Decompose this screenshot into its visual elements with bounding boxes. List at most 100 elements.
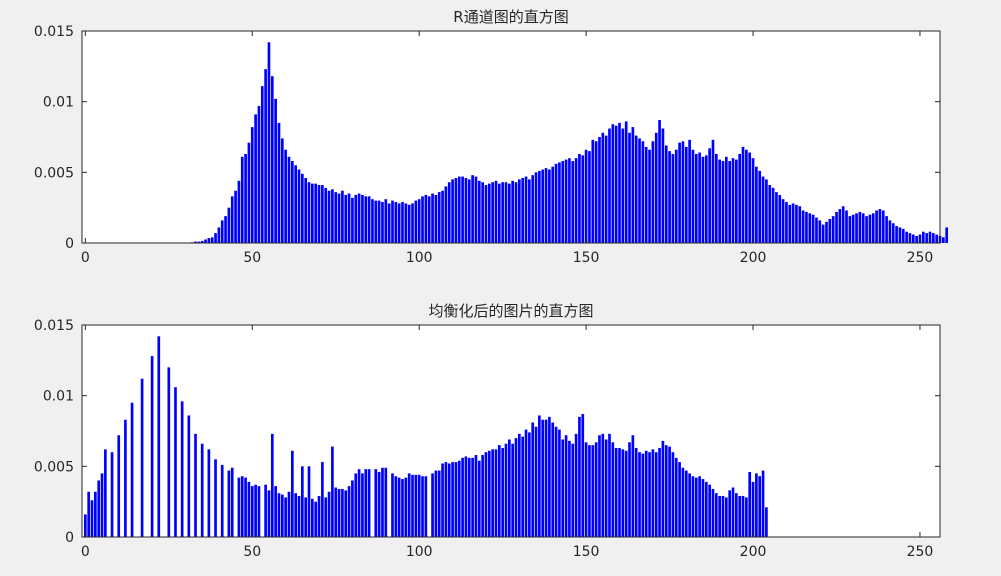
- histogram-bar: [474, 455, 478, 537]
- histogram-bar: [90, 500, 94, 537]
- histogram-bar: [671, 153, 675, 243]
- histogram-bar: [748, 471, 752, 537]
- histogram-bar: [755, 166, 758, 243]
- histogram-bar: [841, 206, 845, 243]
- histogram-bar: [331, 189, 334, 243]
- histogram-bar: [684, 146, 688, 243]
- histogram-bar: [721, 161, 725, 243]
- histogram-bar: [704, 481, 708, 537]
- histogram-bar: [945, 227, 949, 243]
- histogram-bar: [244, 477, 247, 537]
- histogram-bar: [608, 433, 611, 537]
- histogram-bar: [200, 240, 204, 243]
- histogram-bar: [234, 190, 237, 243]
- histogram-bar: [658, 120, 661, 243]
- histogram-bar: [534, 172, 538, 243]
- histogram-bar: [117, 435, 121, 537]
- x-tick-label: 250: [907, 544, 934, 560]
- histogram-bar: [280, 494, 284, 537]
- histogram-bar: [621, 449, 625, 537]
- histogram-bar: [811, 214, 815, 243]
- histogram-bar: [755, 473, 758, 537]
- histogram-bar: [621, 128, 625, 243]
- x-tick-label: 150: [573, 544, 600, 560]
- histogram-bar: [204, 239, 207, 243]
- histogram-bar: [464, 177, 468, 243]
- histogram-bar: [264, 484, 267, 537]
- histogram-bar: [701, 479, 705, 537]
- histogram-bar: [634, 447, 638, 537]
- histogram-bar: [765, 507, 768, 537]
- histogram-bar: [504, 182, 508, 243]
- histogram-bar: [658, 447, 661, 537]
- histogram-bar: [84, 514, 87, 537]
- histogram-bar: [180, 401, 184, 537]
- y-tick-label: 0.01: [43, 389, 74, 405]
- histogram-bar: [648, 452, 651, 537]
- histogram-bar: [210, 237, 214, 243]
- histogram-bar: [788, 204, 792, 243]
- histogram-bar: [270, 433, 274, 537]
- histogram-bar: [618, 447, 621, 537]
- histogram-bar: [364, 469, 368, 537]
- histogram-bar: [461, 176, 464, 243]
- histogram-bar: [661, 128, 665, 243]
- histogram-bar: [411, 203, 414, 243]
- histogram-bar: [417, 199, 421, 243]
- histogram-bar: [911, 234, 915, 243]
- histogram-bar: [544, 419, 548, 537]
- histogram-bar: [301, 173, 304, 243]
- histogram-bar: [431, 193, 434, 243]
- histogram-bar: [207, 238, 211, 243]
- histogram-bar: [588, 445, 591, 537]
- histogram-bar: [714, 493, 718, 537]
- histogram-bar: [421, 196, 424, 243]
- equalized-axes-frame: [81, 324, 941, 538]
- histogram-bar: [284, 149, 287, 243]
- histogram-bar: [284, 497, 287, 537]
- histogram-bar: [384, 199, 388, 243]
- histogram-bar: [477, 460, 481, 537]
- histogram-bar: [885, 216, 888, 243]
- histogram-bar: [220, 464, 224, 537]
- histogram-bar: [641, 141, 645, 243]
- histogram-bar: [638, 452, 641, 537]
- histogram-bar: [651, 449, 655, 537]
- histogram-bar: [691, 476, 695, 537]
- histogram-bar: [538, 415, 541, 537]
- histogram-bar: [584, 149, 588, 243]
- y-tick-label: 0.005: [34, 459, 74, 475]
- histogram-bar: [718, 159, 721, 243]
- histogram-bar: [100, 473, 104, 537]
- histogram-bar: [738, 153, 742, 243]
- histogram-bar: [387, 203, 391, 243]
- histogram-bar: [397, 477, 401, 537]
- y-tick-label: 0.015: [34, 24, 74, 40]
- histogram-bar: [688, 473, 691, 537]
- histogram-bar: [250, 127, 254, 243]
- histogram-bar: [200, 443, 204, 537]
- histogram-bar: [427, 196, 431, 243]
- histogram-bar: [718, 496, 721, 537]
- histogram-bar: [574, 158, 578, 243]
- histogram-bar: [942, 237, 945, 243]
- x-tick-label: 50: [243, 250, 261, 266]
- histogram-bar: [598, 137, 601, 243]
- histogram-bar: [711, 139, 715, 243]
- histogram-bar: [471, 457, 474, 537]
- y-tick-label: 0.01: [43, 95, 74, 111]
- histogram-bar: [624, 121, 628, 243]
- histogram-bar: [257, 105, 261, 243]
- histogram-bar: [381, 202, 384, 243]
- histogram-bar: [761, 176, 765, 243]
- histogram-bar: [314, 501, 318, 537]
- histogram-bar: [778, 194, 782, 243]
- histogram-bar: [528, 179, 531, 243]
- histogram-bar: [758, 170, 762, 243]
- histogram-bar: [214, 459, 217, 537]
- r-channel-axes-frame: [81, 30, 941, 244]
- histogram-bar: [327, 190, 331, 243]
- histogram-bar: [374, 200, 378, 243]
- histogram-bar: [578, 416, 581, 537]
- histogram-bar: [247, 481, 251, 537]
